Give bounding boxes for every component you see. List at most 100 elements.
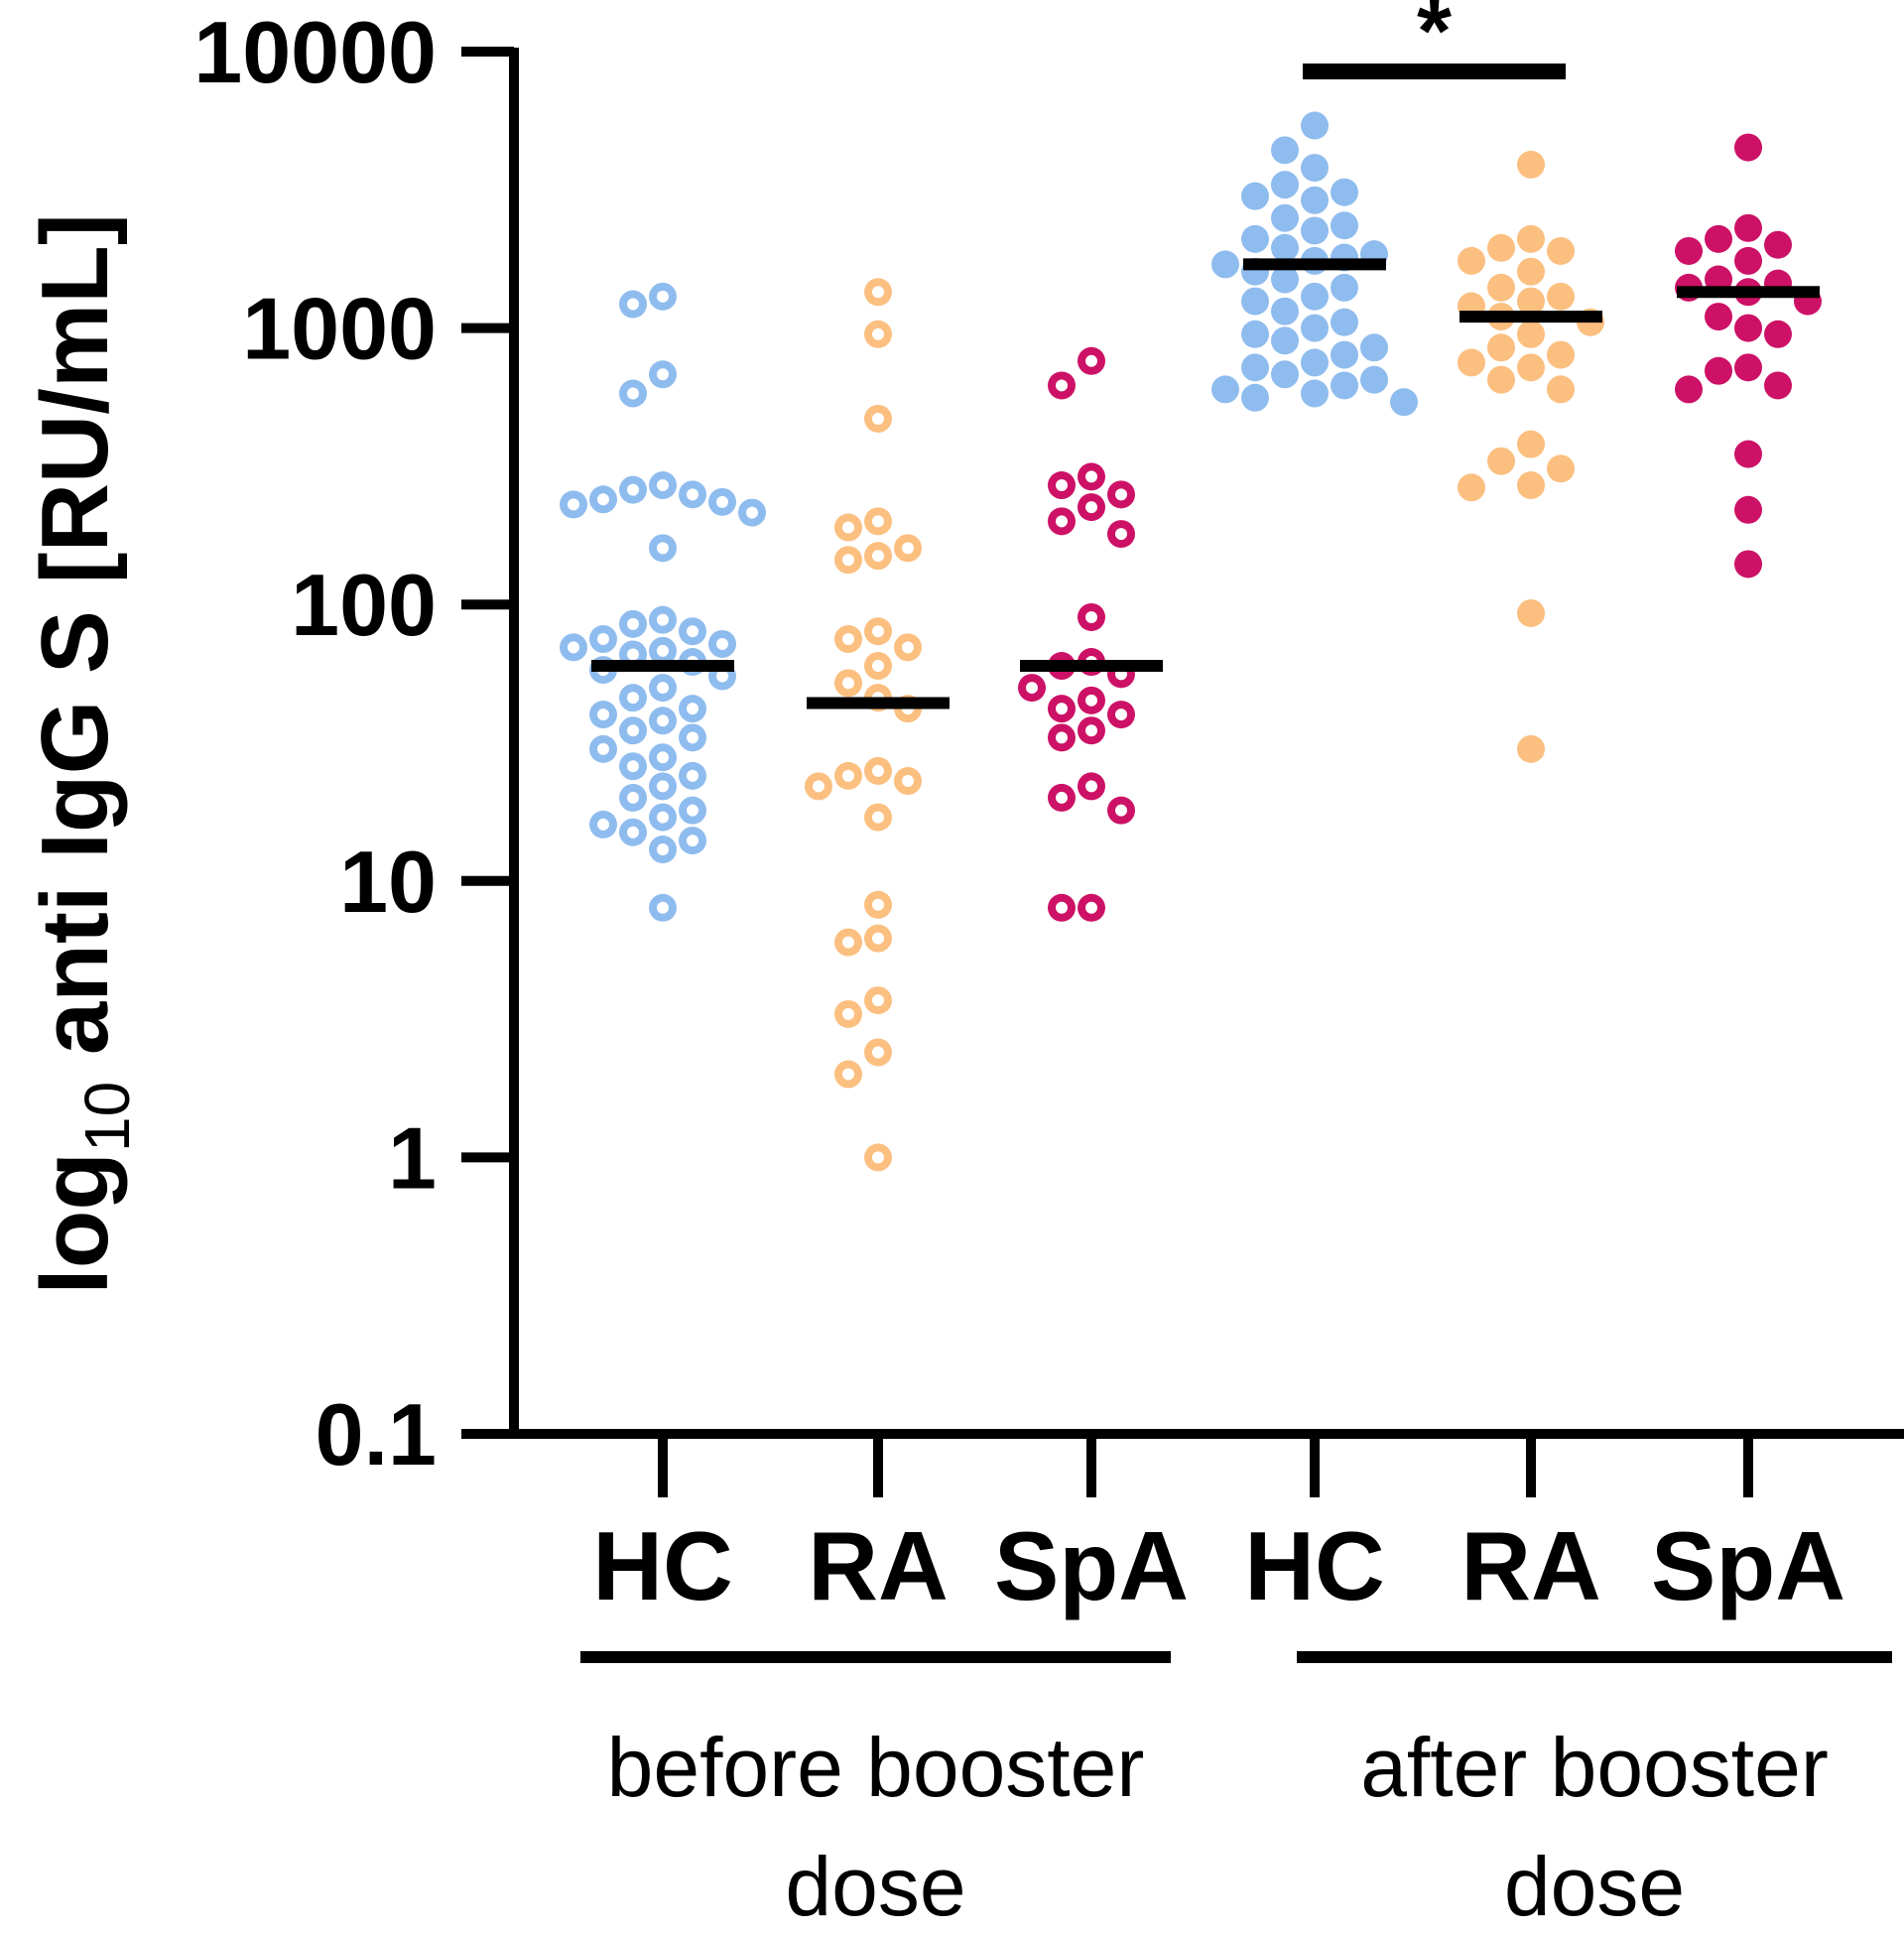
data-point-spa-after	[1764, 230, 1792, 259]
data-point-hole	[687, 703, 698, 715]
data-point-hole	[842, 521, 854, 534]
group-label-line1: before booster	[607, 1721, 1145, 1814]
data-point-hc-after	[1241, 224, 1269, 253]
data-point-hole	[746, 506, 758, 519]
data-point-hole	[627, 724, 639, 737]
data-point-hole	[687, 769, 698, 782]
data-point-ra-after	[1547, 375, 1575, 404]
data-point-hole	[1056, 791, 1068, 804]
data-point-spa-after	[1734, 133, 1762, 162]
data-point-hole	[872, 625, 884, 638]
data-point-hc-after	[1271, 297, 1299, 325]
data-point-hole	[902, 641, 914, 654]
data-point-hole	[872, 764, 884, 777]
data-point-ra-after	[1517, 320, 1545, 348]
data-point-hole	[872, 1046, 884, 1059]
data-point-hole	[872, 1151, 884, 1164]
data-point-hole	[597, 709, 609, 721]
data-point-hole	[813, 780, 825, 793]
data-point-hole	[1115, 804, 1127, 817]
axes	[461, 47, 1904, 1663]
data-point-hole	[842, 554, 854, 567]
data-point-hole	[716, 670, 728, 683]
data-point-hc-after	[1301, 314, 1329, 342]
data-point-ra-after	[1458, 473, 1485, 502]
data-point-spa-after	[1675, 375, 1703, 404]
data-point-ra-after	[1517, 353, 1545, 382]
data-point-ra-after	[1517, 734, 1545, 763]
data-point-hole	[657, 780, 669, 793]
data-point-spa-after	[1734, 246, 1762, 275]
data-point-hc-after	[1360, 365, 1388, 394]
data-point-hole	[657, 368, 669, 381]
data-point-hole	[1056, 731, 1068, 744]
data-point-ra-after	[1547, 236, 1575, 265]
category-label: SpA	[994, 1511, 1189, 1620]
data-point-hole	[627, 791, 639, 804]
data-point-hc-after	[1271, 360, 1299, 389]
data-point-hole	[627, 692, 639, 705]
y-axis-title-suffix: anti IgG S [RU/mL]	[22, 213, 128, 1082]
data-point-spa-after	[1734, 314, 1762, 342]
data-point-hole	[872, 327, 884, 340]
data-point-hole	[657, 714, 669, 727]
data-point-hole	[687, 835, 698, 847]
data-point-hole	[657, 751, 669, 764]
data-point-spa-after	[1675, 236, 1703, 265]
data-point-spa-after	[1734, 550, 1762, 579]
data-point-hole	[842, 677, 854, 690]
data-point-hc-after	[1331, 211, 1358, 240]
data-point-ra-after	[1487, 365, 1515, 394]
category-label: RA	[1460, 1511, 1601, 1620]
data-point-hc-after	[1241, 383, 1269, 412]
data-point-ra-after	[1517, 430, 1545, 458]
data-point-hole	[1115, 528, 1127, 541]
data-point-hole	[627, 298, 639, 311]
data-point-hole	[1056, 703, 1068, 715]
data-point-hole	[1085, 470, 1097, 483]
data-point-spa-after	[1734, 440, 1762, 468]
data-point-hc-after	[1271, 265, 1299, 294]
data-point-hole	[872, 660, 884, 673]
data-point-hole	[627, 483, 639, 496]
data-point-hole	[657, 542, 669, 555]
y-axis-title-subscript: 10	[71, 1082, 143, 1152]
data-point-hole	[657, 290, 669, 303]
data-point-ra-after	[1458, 348, 1485, 377]
data-point-hole	[657, 682, 669, 695]
group-label-line2: dose	[785, 1840, 965, 1933]
data-point-ra-after	[1517, 257, 1545, 286]
y-axis-title-prefix: log	[22, 1152, 128, 1295]
data-point-ra-after	[1517, 150, 1545, 179]
data-point-hole	[1085, 610, 1097, 623]
data-point-hole	[1026, 682, 1038, 695]
data-point-hole	[1085, 694, 1097, 707]
data-point-hc-after	[1211, 375, 1239, 404]
data-point-hole	[842, 1007, 854, 1020]
data-point-ra-after	[1547, 282, 1575, 311]
data-point-hc-after	[1271, 326, 1299, 355]
data-point-hole	[687, 488, 698, 501]
data-point-hole	[872, 286, 884, 299]
data-point-hole	[627, 648, 639, 661]
data-point-hc-after	[1271, 136, 1299, 165]
data-point-hole	[657, 479, 669, 492]
data-point-hole	[568, 498, 579, 511]
data-point-hole	[842, 633, 854, 646]
data-point-hc-after	[1331, 178, 1358, 206]
data-point-hole	[687, 731, 698, 744]
data-point-hole	[1056, 515, 1068, 528]
data-point-spa-after	[1705, 303, 1732, 331]
data-point-hole	[568, 641, 579, 654]
data-point-hole	[627, 617, 639, 630]
data-point-hole	[716, 495, 728, 508]
data-point-hole	[627, 760, 639, 773]
y-tick-label: 0.1	[316, 1385, 437, 1483]
y-tick-label: 1000	[242, 280, 437, 378]
data-point-ra-after	[1517, 598, 1545, 627]
data-point-hole	[1115, 709, 1127, 721]
data-point-hole	[657, 613, 669, 626]
category-label: HC	[592, 1511, 733, 1620]
data-point-ra-after	[1547, 340, 1575, 369]
data-point-spa-after	[1734, 213, 1762, 242]
